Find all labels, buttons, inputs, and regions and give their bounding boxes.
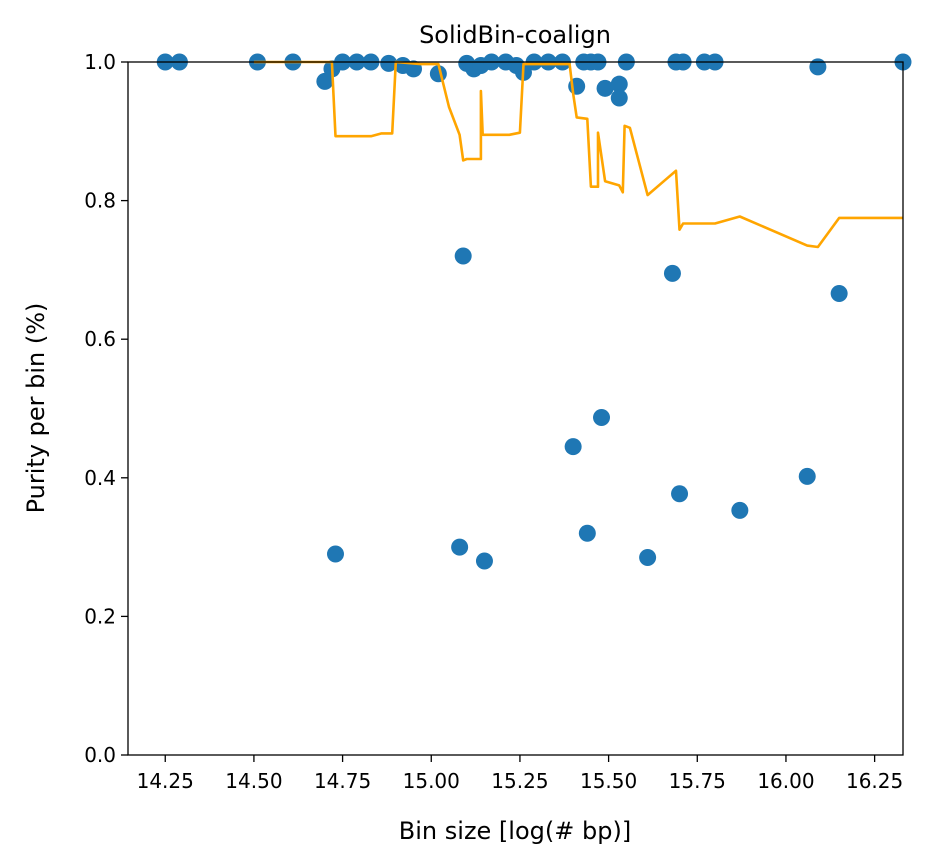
x-axis-ticks: 14.25 14.50 14.75 15.00 15.25 15.50 15.75 16.00… xyxy=(137,755,903,793)
y-axis-label: Purity per bin (%) xyxy=(22,303,50,514)
scatter-point-47 xyxy=(809,58,827,76)
scatter-point-19 xyxy=(475,552,493,570)
scatter-point-4 xyxy=(316,72,334,90)
x-tick-label-1: 14.50 xyxy=(225,769,282,793)
scatter-point-36 xyxy=(610,89,628,107)
plot-frame xyxy=(127,61,904,756)
scatter-point-33 xyxy=(593,409,611,427)
y-axis-ticks: 0.0 0.2 0.4 0.6 0.8 1.0 xyxy=(84,50,128,767)
x-tick-label-6: 15.75 xyxy=(669,769,726,793)
scatter-point-48 xyxy=(830,284,848,302)
chart-title: SolidBin-coalign xyxy=(419,21,611,49)
scatter-point-45 xyxy=(731,501,749,519)
plot-area xyxy=(127,53,912,756)
scatter-point-46 xyxy=(798,467,816,485)
scatter-point-15 xyxy=(454,247,472,265)
x-tick-label-4: 15.25 xyxy=(491,769,548,793)
scatter-point-41 xyxy=(671,485,689,503)
y-tick-label-1: 0.2 xyxy=(84,604,116,628)
scatter-point-27 xyxy=(564,438,582,456)
scatter-point-38 xyxy=(639,548,657,566)
x-tick-label-0: 14.25 xyxy=(137,769,194,793)
scatter-point-34 xyxy=(596,79,614,97)
scatter-point-14 xyxy=(451,538,469,556)
x-tick-label-5: 15.50 xyxy=(580,769,637,793)
scatter-point-35 xyxy=(610,75,628,93)
y-tick-label-0: 0.0 xyxy=(84,743,116,767)
scatter-point-6 xyxy=(326,545,344,563)
x-tick-label-8: 16.25 xyxy=(846,769,903,793)
y-tick-label-4: 0.8 xyxy=(84,189,116,213)
y-tick-label-5: 1.0 xyxy=(84,50,116,74)
scatter-point-10 xyxy=(380,54,398,72)
x-tick-label-3: 15.00 xyxy=(403,769,460,793)
data-series xyxy=(156,53,912,570)
y-tick-label-3: 0.6 xyxy=(84,327,116,351)
y-tick-label-2: 0.4 xyxy=(84,466,116,490)
x-axis-label: Bin size [log(# bp)] xyxy=(399,817,631,845)
scatter-point-39 xyxy=(663,264,681,282)
x-tick-label-2: 14.75 xyxy=(314,769,371,793)
x-tick-label-7: 16.00 xyxy=(757,769,814,793)
scatter-point-30 xyxy=(578,524,596,542)
